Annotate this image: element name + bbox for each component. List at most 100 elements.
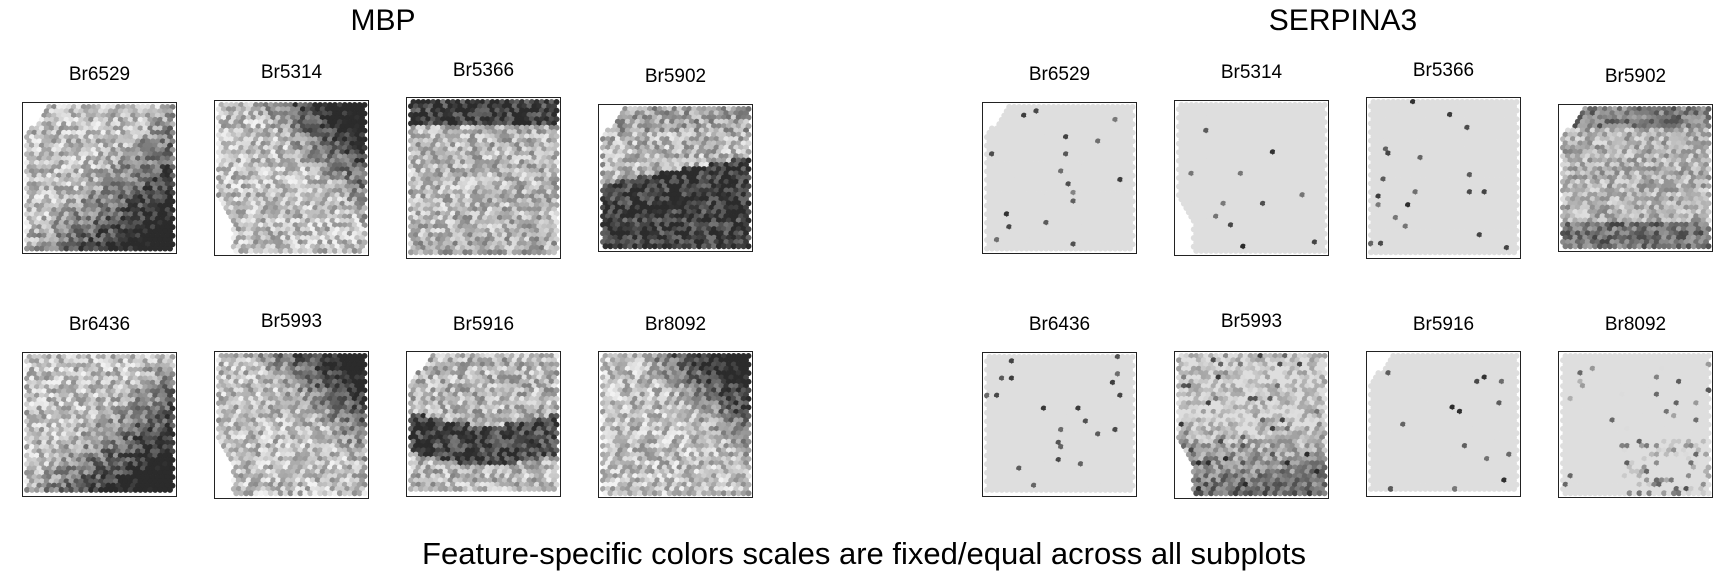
spot xyxy=(681,131,688,138)
spot xyxy=(361,162,368,169)
spot xyxy=(445,159,451,166)
spot xyxy=(664,110,671,117)
spot xyxy=(83,116,90,123)
spot xyxy=(90,138,97,145)
spot xyxy=(43,478,50,485)
spot xyxy=(501,240,508,247)
spot xyxy=(149,371,156,378)
spot xyxy=(294,243,301,250)
panel-label: Br5366 xyxy=(452,60,515,81)
spot xyxy=(102,211,109,218)
spot xyxy=(644,118,651,125)
spot xyxy=(38,469,45,476)
spot xyxy=(48,444,55,450)
spot xyxy=(83,176,90,183)
spot xyxy=(260,209,267,216)
spot xyxy=(142,435,149,442)
spot xyxy=(681,123,688,130)
spot xyxy=(36,146,43,153)
spot xyxy=(486,111,493,118)
spot xyxy=(632,123,639,130)
spot xyxy=(447,214,454,221)
spot xyxy=(304,243,311,250)
spot xyxy=(253,153,259,160)
spot xyxy=(68,228,75,235)
spot xyxy=(240,192,247,199)
spot xyxy=(496,197,503,204)
spot xyxy=(627,148,634,155)
spot xyxy=(701,140,708,147)
spot xyxy=(708,187,715,194)
spot xyxy=(339,192,346,199)
spot xyxy=(715,123,722,130)
spot xyxy=(130,129,137,136)
spot xyxy=(233,153,240,160)
spot xyxy=(312,162,319,169)
spot xyxy=(738,238,745,245)
spot xyxy=(319,106,326,113)
spot xyxy=(425,124,432,131)
spot xyxy=(688,196,695,202)
spot xyxy=(521,171,528,178)
spot xyxy=(354,226,361,233)
spot xyxy=(706,166,712,172)
spot xyxy=(36,405,43,412)
spot xyxy=(28,219,35,226)
spot xyxy=(442,249,449,256)
spot xyxy=(98,237,104,243)
spot xyxy=(359,183,366,190)
spot xyxy=(154,388,161,395)
spot xyxy=(644,238,651,245)
spot xyxy=(514,133,521,140)
spot xyxy=(678,178,685,185)
spot xyxy=(58,469,65,476)
spot xyxy=(73,245,80,252)
spot xyxy=(681,243,688,250)
spot xyxy=(546,214,553,221)
spot xyxy=(36,414,43,420)
spot xyxy=(73,237,80,243)
spot xyxy=(467,103,474,110)
spot xyxy=(223,153,230,160)
spot xyxy=(78,219,85,226)
spot xyxy=(41,155,48,162)
spot xyxy=(245,192,252,199)
spot xyxy=(728,204,735,211)
spot xyxy=(112,435,119,442)
spot xyxy=(309,217,316,224)
spot xyxy=(299,114,306,121)
spot xyxy=(53,435,60,442)
spot xyxy=(644,187,651,194)
spot xyxy=(344,217,351,224)
spot xyxy=(627,243,634,250)
spot xyxy=(250,209,257,216)
spot xyxy=(56,138,62,145)
spot xyxy=(491,180,498,187)
spot xyxy=(688,230,695,237)
spot xyxy=(102,219,109,226)
spot xyxy=(78,116,85,123)
spot xyxy=(430,116,437,123)
spot xyxy=(36,138,43,145)
spot xyxy=(553,116,560,123)
spot xyxy=(125,371,132,378)
spot xyxy=(135,388,141,395)
spot xyxy=(292,153,299,160)
spot xyxy=(496,249,503,256)
spot xyxy=(130,396,136,403)
spot xyxy=(509,116,516,123)
spot xyxy=(619,110,626,117)
spot xyxy=(661,148,668,155)
spot xyxy=(154,371,161,378)
spot xyxy=(167,469,173,476)
spot xyxy=(634,118,641,125)
spot xyxy=(489,159,496,166)
spot xyxy=(162,435,169,442)
spot xyxy=(462,206,469,213)
spot xyxy=(536,171,543,178)
spot xyxy=(738,196,745,202)
spot xyxy=(546,197,553,204)
spot xyxy=(711,148,717,155)
spot xyxy=(107,426,114,433)
spot xyxy=(735,123,742,130)
